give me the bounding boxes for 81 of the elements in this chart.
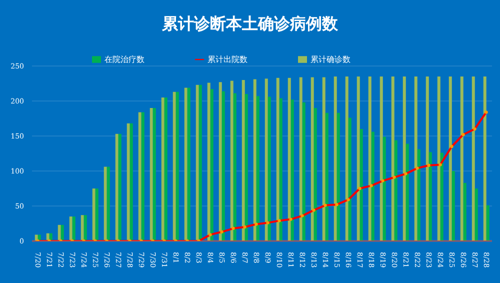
bar (218, 82, 222, 241)
bar (69, 216, 72, 241)
bar (172, 92, 176, 241)
bar (279, 98, 282, 241)
bar (92, 188, 96, 241)
bar (130, 123, 133, 241)
bar (474, 188, 478, 241)
bar (368, 76, 372, 241)
bar (336, 112, 340, 241)
bar (325, 112, 328, 241)
bar (264, 78, 268, 241)
bar (115, 134, 118, 241)
bar (440, 152, 444, 241)
bar (256, 96, 260, 241)
bar (360, 129, 363, 241)
bar (276, 78, 280, 241)
bar (448, 76, 452, 241)
legend-label: 累计确诊数 (310, 55, 350, 64)
bar (334, 76, 337, 241)
bar (483, 76, 486, 241)
bar (233, 93, 236, 241)
bar (380, 76, 383, 241)
bar (196, 84, 199, 241)
bar (210, 89, 214, 241)
bar (472, 76, 475, 241)
bar (426, 76, 429, 241)
bar (371, 132, 374, 241)
bar (310, 77, 314, 241)
bar (184, 88, 188, 241)
line-series (36, 110, 488, 241)
bar (268, 96, 271, 241)
bar (299, 77, 302, 241)
bar (60, 224, 64, 241)
bar (460, 76, 464, 241)
bar (486, 205, 490, 241)
bar (138, 112, 142, 241)
bar (244, 94, 248, 241)
bar (314, 108, 317, 241)
bar (414, 76, 418, 241)
bar (126, 123, 130, 241)
bar (198, 84, 202, 241)
chart-title: 累计诊断本土确诊病例数 (161, 14, 339, 35)
bar (437, 76, 440, 241)
bar (187, 88, 190, 241)
bar (356, 76, 360, 241)
bar (176, 92, 179, 241)
bar (152, 108, 156, 241)
bar (428, 152, 432, 241)
bar (345, 76, 348, 241)
bar (463, 182, 466, 241)
bar (118, 134, 122, 241)
bar (242, 80, 245, 241)
bar (452, 171, 455, 241)
bar (80, 215, 84, 241)
bar (58, 224, 61, 241)
legend-label: 在院治疗数 (104, 55, 144, 64)
bar (106, 166, 110, 241)
bar (230, 80, 234, 241)
bar (222, 91, 225, 241)
bar (406, 144, 409, 241)
bar (417, 149, 420, 241)
bar (161, 98, 164, 241)
bar (394, 140, 398, 241)
bar (164, 98, 168, 241)
bar (382, 136, 386, 241)
bar (302, 102, 306, 241)
bar (141, 112, 144, 241)
bar (84, 215, 87, 241)
bar (290, 100, 294, 241)
bar (391, 76, 394, 241)
legend-label: 累计出院数 (208, 55, 248, 64)
bar (288, 78, 291, 241)
bar (253, 79, 256, 241)
bar (150, 108, 153, 241)
bar (72, 216, 76, 241)
bar (95, 188, 98, 241)
bar (348, 118, 352, 241)
bar (104, 166, 107, 241)
bar (402, 76, 406, 241)
bar (207, 82, 210, 241)
bar (322, 77, 326, 241)
